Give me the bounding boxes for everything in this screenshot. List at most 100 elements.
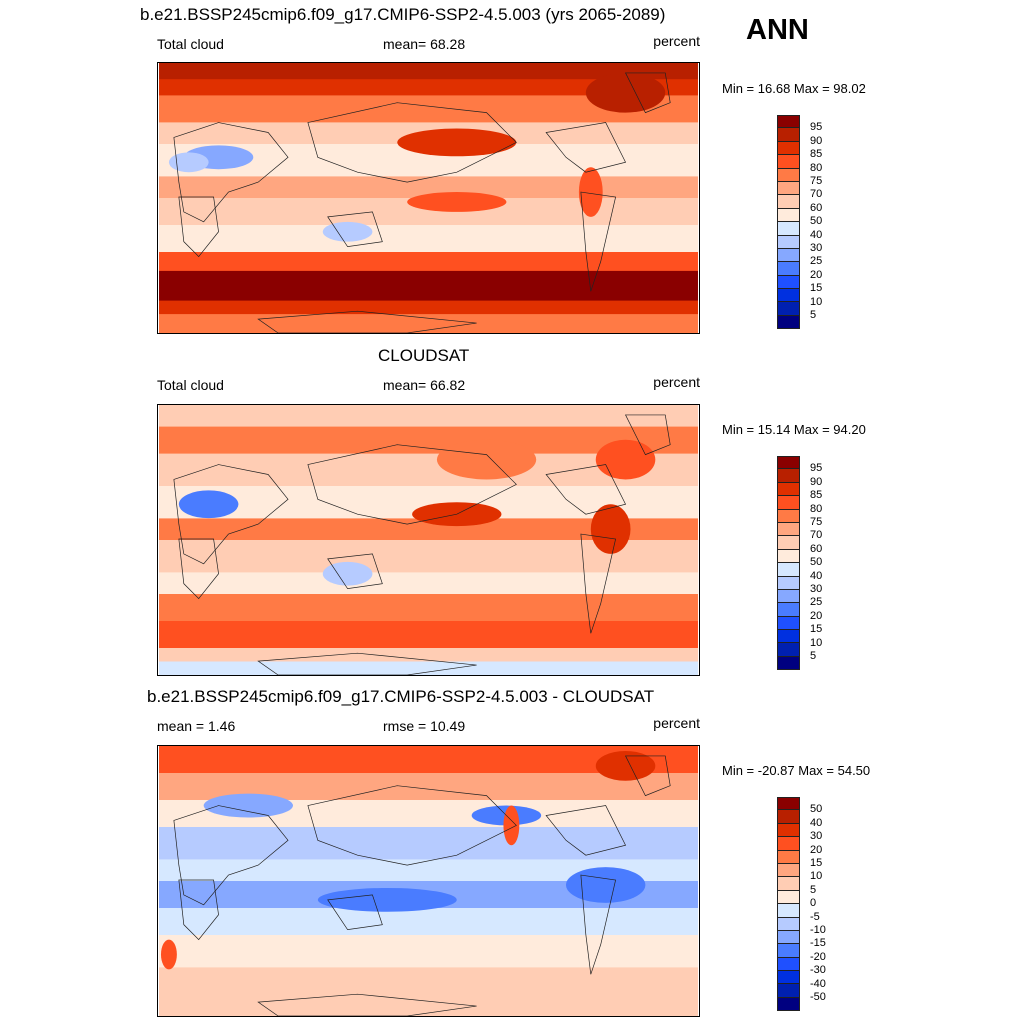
- field-feature: [322, 221, 373, 242]
- colorbar-label: 50: [810, 215, 823, 228]
- colorbar-swatch: [777, 630, 800, 644]
- panel3-title: b.e21.BSSP245cmip6.f09_g17.CMIP6-SSP2-4.…: [147, 687, 655, 706]
- coastline: [624, 414, 671, 456]
- colorbar-label: 85: [810, 148, 823, 161]
- colorbar-swatch: [777, 797, 800, 811]
- field-feature: [168, 152, 209, 173]
- field-feature: [595, 439, 656, 480]
- colorbar-label: -15: [810, 937, 826, 950]
- field-band: [158, 994, 699, 1016]
- panel3-rmse: rmse = 10.49: [383, 718, 466, 734]
- field-feature: [317, 887, 457, 912]
- colorbar-swatch: [777, 549, 800, 564]
- field-feature: [178, 490, 239, 519]
- coastline: [545, 122, 627, 173]
- colorbar-label: 30: [810, 583, 823, 595]
- colorbar-swatch: [777, 469, 800, 483]
- colorbar-swatch: [777, 971, 800, 985]
- field-feature: [503, 805, 520, 846]
- coastline: [327, 553, 383, 590]
- colorbar-label: 90: [810, 134, 823, 147]
- colorbar-swatch: [777, 248, 800, 263]
- colorbar-swatch: [777, 603, 800, 617]
- field-feature: [436, 439, 537, 480]
- colorbar-label: 40: [810, 816, 823, 829]
- colorbar-swatch: [777, 616, 800, 631]
- colorbar-label: 15: [810, 282, 823, 295]
- coastline: [327, 211, 383, 248]
- colorbar-label: 95: [810, 462, 823, 475]
- colorbar-label: -10: [810, 924, 826, 936]
- colorbar-swatch: [777, 115, 800, 129]
- field-band: [158, 661, 699, 675]
- colorbar-label: 10: [810, 870, 823, 883]
- coastline: [178, 196, 219, 258]
- panel1-colorbar: [777, 115, 800, 330]
- panel1-variable: Total cloud: [157, 36, 224, 52]
- colorbar-label: 0: [810, 897, 817, 910]
- colorbar-label: -20: [810, 950, 826, 963]
- colorbar-label: -50: [810, 991, 826, 1003]
- colorbar-swatch: [777, 656, 800, 671]
- colorbar-label: 70: [810, 529, 823, 542]
- colorbar-swatch: [777, 984, 800, 998]
- colorbar-swatch: [777, 917, 800, 931]
- field-feature: [407, 192, 507, 212]
- panel1-mean: mean= 68.28: [383, 36, 466, 52]
- field-band: [158, 405, 699, 428]
- colorbar-swatch: [777, 456, 800, 470]
- colorbar-label: 40: [810, 569, 823, 582]
- colorbar-swatch: [777, 302, 800, 316]
- field-feature: [203, 793, 294, 818]
- colorbar-swatch: [777, 128, 800, 142]
- colorbar-swatch: [777, 890, 800, 905]
- coastline: [178, 879, 219, 941]
- panel3-mean: mean = 1.46: [157, 718, 236, 734]
- colorbar-swatch: [777, 536, 800, 550]
- panel3-map: [157, 745, 700, 1017]
- panel1-title: b.e21.BSSP245cmip6.f09_g17.CMIP6-SSP2-4.…: [140, 5, 666, 24]
- colorbar-swatch: [777, 643, 800, 657]
- colorbar-swatch: [777, 235, 800, 249]
- colorbar-label: 15: [810, 623, 823, 636]
- coastline: [307, 102, 517, 183]
- panel3-minmax: Min = -20.87 Max = 54.50: [722, 763, 871, 778]
- colorbar-label: 95: [810, 121, 823, 134]
- field-band: [158, 572, 699, 595]
- coastline: [178, 538, 219, 600]
- colorbar-label: 80: [810, 502, 823, 515]
- panel2-title: CLOUDSAT: [378, 346, 470, 365]
- coastline: [257, 652, 477, 675]
- colorbar-label: 25: [810, 255, 823, 268]
- coastline: [545, 464, 627, 515]
- field-feature: [397, 128, 517, 157]
- panel2-map: [157, 404, 700, 676]
- colorbar-label: 40: [810, 228, 823, 241]
- colorbar-label: 60: [810, 201, 823, 214]
- colorbar-label: 15: [810, 857, 823, 869]
- colorbar-swatch: [777, 823, 800, 838]
- colorbar-label: -30: [810, 964, 826, 977]
- colorbar-swatch: [777, 482, 800, 497]
- panel1-minmax: Min = 16.68 Max = 98.02: [722, 81, 866, 96]
- colorbar-label: 20: [810, 268, 823, 281]
- colorbar-label: 5: [810, 883, 817, 896]
- colorbar-label: 50: [810, 803, 823, 816]
- colorbar-swatch: [777, 589, 800, 604]
- coastline: [307, 444, 517, 525]
- field-feature: [585, 72, 666, 113]
- coastline: [624, 72, 671, 114]
- colorbar-label: 10: [810, 636, 823, 649]
- colorbar-label: 5: [810, 309, 817, 321]
- field-band: [158, 967, 699, 996]
- field-band: [158, 300, 699, 316]
- colorbar-label: 5: [810, 650, 817, 662]
- colorbar-swatch: [777, 168, 800, 182]
- panel2-minmax: Min = 15.14 Max = 94.20: [722, 422, 866, 437]
- field-feature: [160, 939, 177, 970]
- colorbar-swatch: [777, 576, 800, 590]
- colorbar-label: 20: [810, 843, 823, 856]
- colorbar-swatch: [777, 195, 800, 209]
- season-label: ANN: [746, 14, 809, 46]
